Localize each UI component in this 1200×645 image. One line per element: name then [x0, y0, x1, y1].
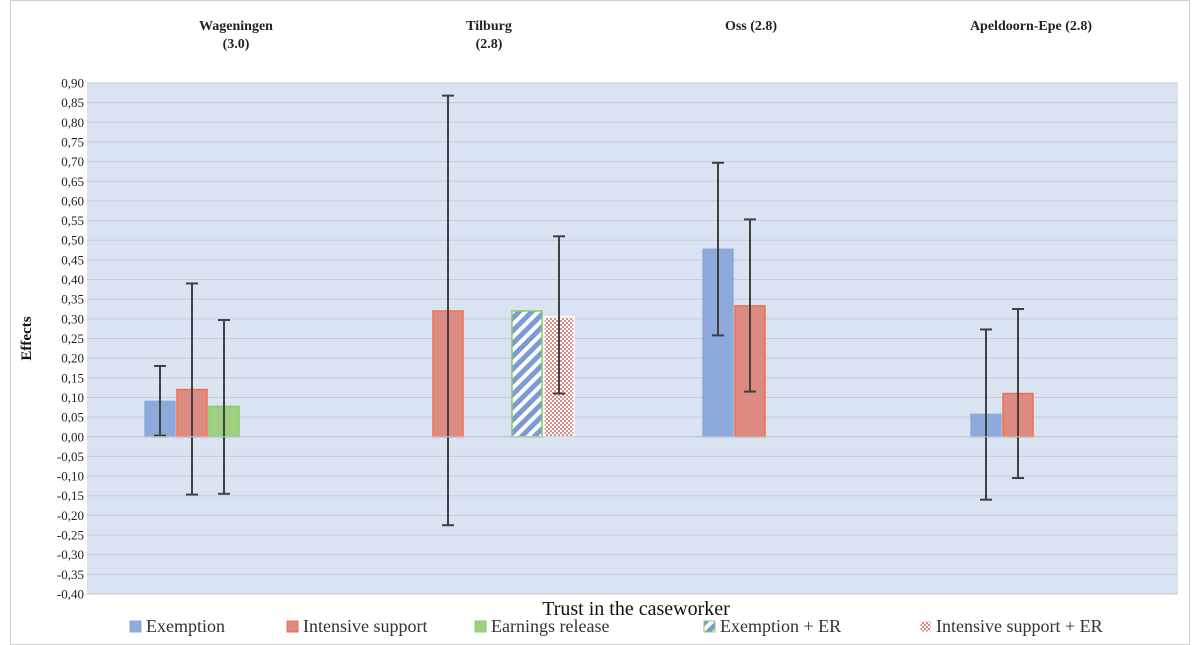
legend-swatch: [286, 620, 299, 633]
bar-exemption-er-1: [511, 310, 543, 438]
y-tick-label: 0,50: [61, 233, 84, 248]
y-tick-label: 0,80: [61, 115, 84, 130]
y-tick-label: 0,15: [61, 370, 84, 385]
legend-label: Earnings release: [491, 616, 609, 636]
group-label: Oss (2.8): [725, 19, 777, 34]
group-label: Apeldoorn-Epe (2.8): [970, 19, 1092, 34]
y-tick-label: 0,90: [61, 76, 84, 91]
legend-swatch: [919, 620, 932, 633]
group-label-line: Tilburg: [466, 19, 512, 34]
y-tick-label: -0,35: [57, 567, 84, 582]
legend-label: Intensive support: [303, 616, 427, 636]
y-tick-label: 0,55: [61, 213, 84, 228]
group-label-line: Oss (2.8): [725, 19, 777, 34]
y-axis-title: Effects: [19, 316, 35, 360]
y-tick-label: 0,45: [61, 252, 84, 267]
y-tick-label: 0,60: [61, 193, 84, 208]
legend-swatch: [703, 620, 716, 633]
y-tick-label: 0,35: [61, 292, 84, 307]
y-tick-label: 0,20: [61, 351, 84, 366]
y-tick-label: -0,40: [57, 587, 84, 602]
y-tick-label: 0,65: [61, 174, 84, 189]
y-tick-label: -0,15: [57, 488, 84, 503]
legend-label: Exemption: [146, 616, 225, 636]
y-tick-label: 0,30: [61, 311, 84, 326]
y-tick-label: -0,05: [57, 449, 84, 464]
y-tick-label: 0,00: [61, 429, 84, 444]
group-label: Wageningen (3.0): [199, 19, 273, 52]
y-tick-label: 0,40: [61, 272, 84, 287]
legend-swatch: [129, 620, 142, 633]
group-label-line: (3.0): [223, 37, 250, 52]
y-tick-label: -0,20: [57, 508, 84, 523]
x-axis-title: Trust in the caseworker: [542, 598, 730, 620]
legend-label: Intensive support + ER: [936, 616, 1103, 636]
group-label-line: Wageningen: [199, 19, 273, 34]
y-tick-label: -0,25: [57, 528, 84, 543]
y-tick-label: 0,10: [61, 390, 84, 405]
y-tick-label: 0,85: [61, 95, 84, 110]
y-tick-label: -0,30: [57, 547, 84, 562]
group-label: Tilburg (2.8): [466, 19, 512, 52]
y-tick-label: 0,75: [61, 134, 84, 149]
y-tick-label: 0,05: [61, 410, 84, 425]
group-label-line: (2.8): [476, 37, 503, 52]
legend-swatch: [474, 620, 487, 633]
y-tick-label: 0,25: [61, 331, 84, 346]
y-tick-label: 0,70: [61, 154, 84, 169]
y-tick-label: -0,10: [57, 469, 84, 484]
group-label-line: Apeldoorn-Epe (2.8): [970, 19, 1092, 34]
legend-label: Exemption + ER: [720, 616, 841, 636]
